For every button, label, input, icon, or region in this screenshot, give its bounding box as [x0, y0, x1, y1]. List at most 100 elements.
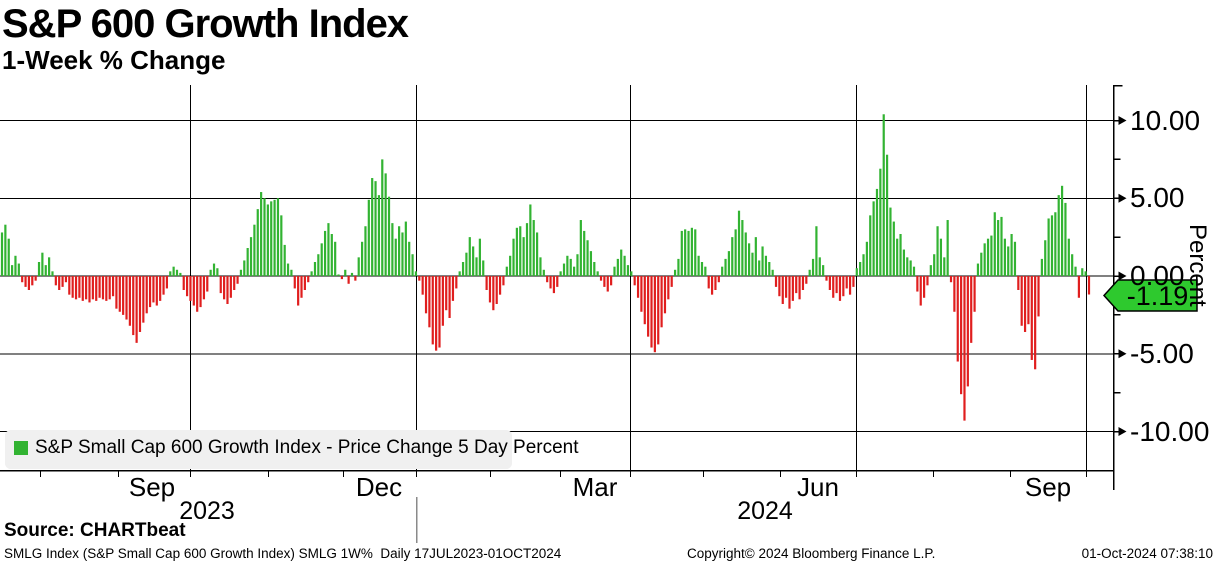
bar	[17, 263, 20, 276]
footer-description: SMLG Index (S&P Small Cap 600 Growth Ind…	[4, 546, 562, 561]
bar	[953, 276, 956, 312]
bar	[929, 265, 932, 276]
bar	[586, 240, 589, 277]
bar	[781, 276, 784, 304]
bar	[680, 230, 683, 276]
bar	[916, 276, 919, 292]
bar	[919, 276, 922, 306]
bar	[461, 262, 465, 276]
bar	[848, 276, 852, 295]
bar	[424, 276, 428, 314]
bar	[31, 276, 34, 286]
bar	[458, 271, 461, 276]
bar	[589, 251, 593, 276]
bar	[737, 210, 741, 276]
bar	[502, 276, 505, 286]
bar	[633, 276, 636, 286]
bar	[805, 276, 808, 284]
bar	[630, 271, 633, 276]
bar	[317, 254, 320, 276]
bar	[455, 276, 458, 289]
bar	[774, 276, 778, 287]
bar	[539, 257, 542, 276]
bar	[27, 276, 31, 290]
bar	[51, 271, 54, 276]
bar	[98, 276, 101, 298]
bar	[152, 276, 155, 303]
bar	[286, 263, 290, 276]
bar	[165, 276, 168, 289]
bar	[435, 276, 438, 351]
bar	[815, 226, 818, 276]
bar	[313, 262, 317, 276]
x-month-label: Mar	[572, 472, 618, 502]
bar	[515, 227, 518, 276]
bar	[946, 220, 949, 276]
bar	[744, 232, 747, 276]
bar	[387, 196, 391, 276]
bar	[58, 276, 61, 290]
bar	[249, 237, 253, 277]
bar	[535, 232, 539, 276]
bar	[219, 276, 222, 294]
bar	[54, 276, 57, 286]
bar	[546, 276, 549, 283]
bar	[663, 276, 667, 314]
bar	[636, 276, 640, 298]
chart-subtitle: 1-Week % Change	[2, 45, 226, 75]
bar	[310, 271, 313, 276]
bar	[899, 234, 902, 276]
bar	[754, 237, 757, 277]
bar	[148, 276, 152, 308]
bar	[196, 276, 199, 312]
bar	[408, 241, 411, 276]
bar	[1081, 268, 1084, 277]
bar	[122, 276, 125, 315]
bar	[14, 255, 17, 276]
legend-label: S&P Small Cap 600 Growth Index - Price C…	[35, 437, 579, 458]
bar	[253, 224, 256, 276]
bar	[44, 265, 47, 276]
bar	[902, 249, 906, 276]
bar	[875, 188, 879, 276]
bar	[300, 276, 303, 298]
bar	[64, 276, 68, 283]
bar	[192, 276, 195, 306]
bar	[135, 276, 138, 343]
bar	[101, 276, 105, 300]
bar	[556, 276, 559, 287]
bar	[81, 276, 84, 301]
x-year-label: 2023	[179, 497, 235, 525]
bar	[885, 154, 889, 276]
bar	[670, 276, 673, 287]
bar	[115, 276, 118, 309]
y-tick-label: 10.00	[1130, 104, 1201, 136]
bar	[260, 192, 263, 276]
bar	[949, 276, 953, 283]
bar	[398, 226, 401, 276]
y-tick-arrow-icon	[1118, 349, 1127, 359]
bar	[785, 276, 788, 298]
bar	[758, 260, 761, 276]
bar	[411, 254, 414, 276]
chart-title: S&P 600 Growth Index	[2, 2, 409, 46]
bar	[788, 276, 791, 309]
bar	[297, 276, 300, 306]
bar	[616, 258, 619, 276]
bar	[11, 265, 14, 276]
bar	[236, 276, 239, 284]
bar	[852, 276, 855, 287]
bar	[1084, 271, 1087, 276]
x-month-label: Sep	[128, 472, 176, 502]
bar	[795, 276, 798, 294]
bar	[280, 215, 283, 276]
footer-timestamp: 01-Oct-2024 07:38:10	[1081, 546, 1213, 561]
bar	[1054, 212, 1057, 276]
bar	[936, 226, 939, 276]
bar	[906, 257, 909, 276]
bar	[360, 241, 364, 276]
bar	[293, 276, 296, 289]
bar	[704, 266, 707, 276]
bar	[980, 252, 983, 277]
bar	[626, 265, 630, 276]
